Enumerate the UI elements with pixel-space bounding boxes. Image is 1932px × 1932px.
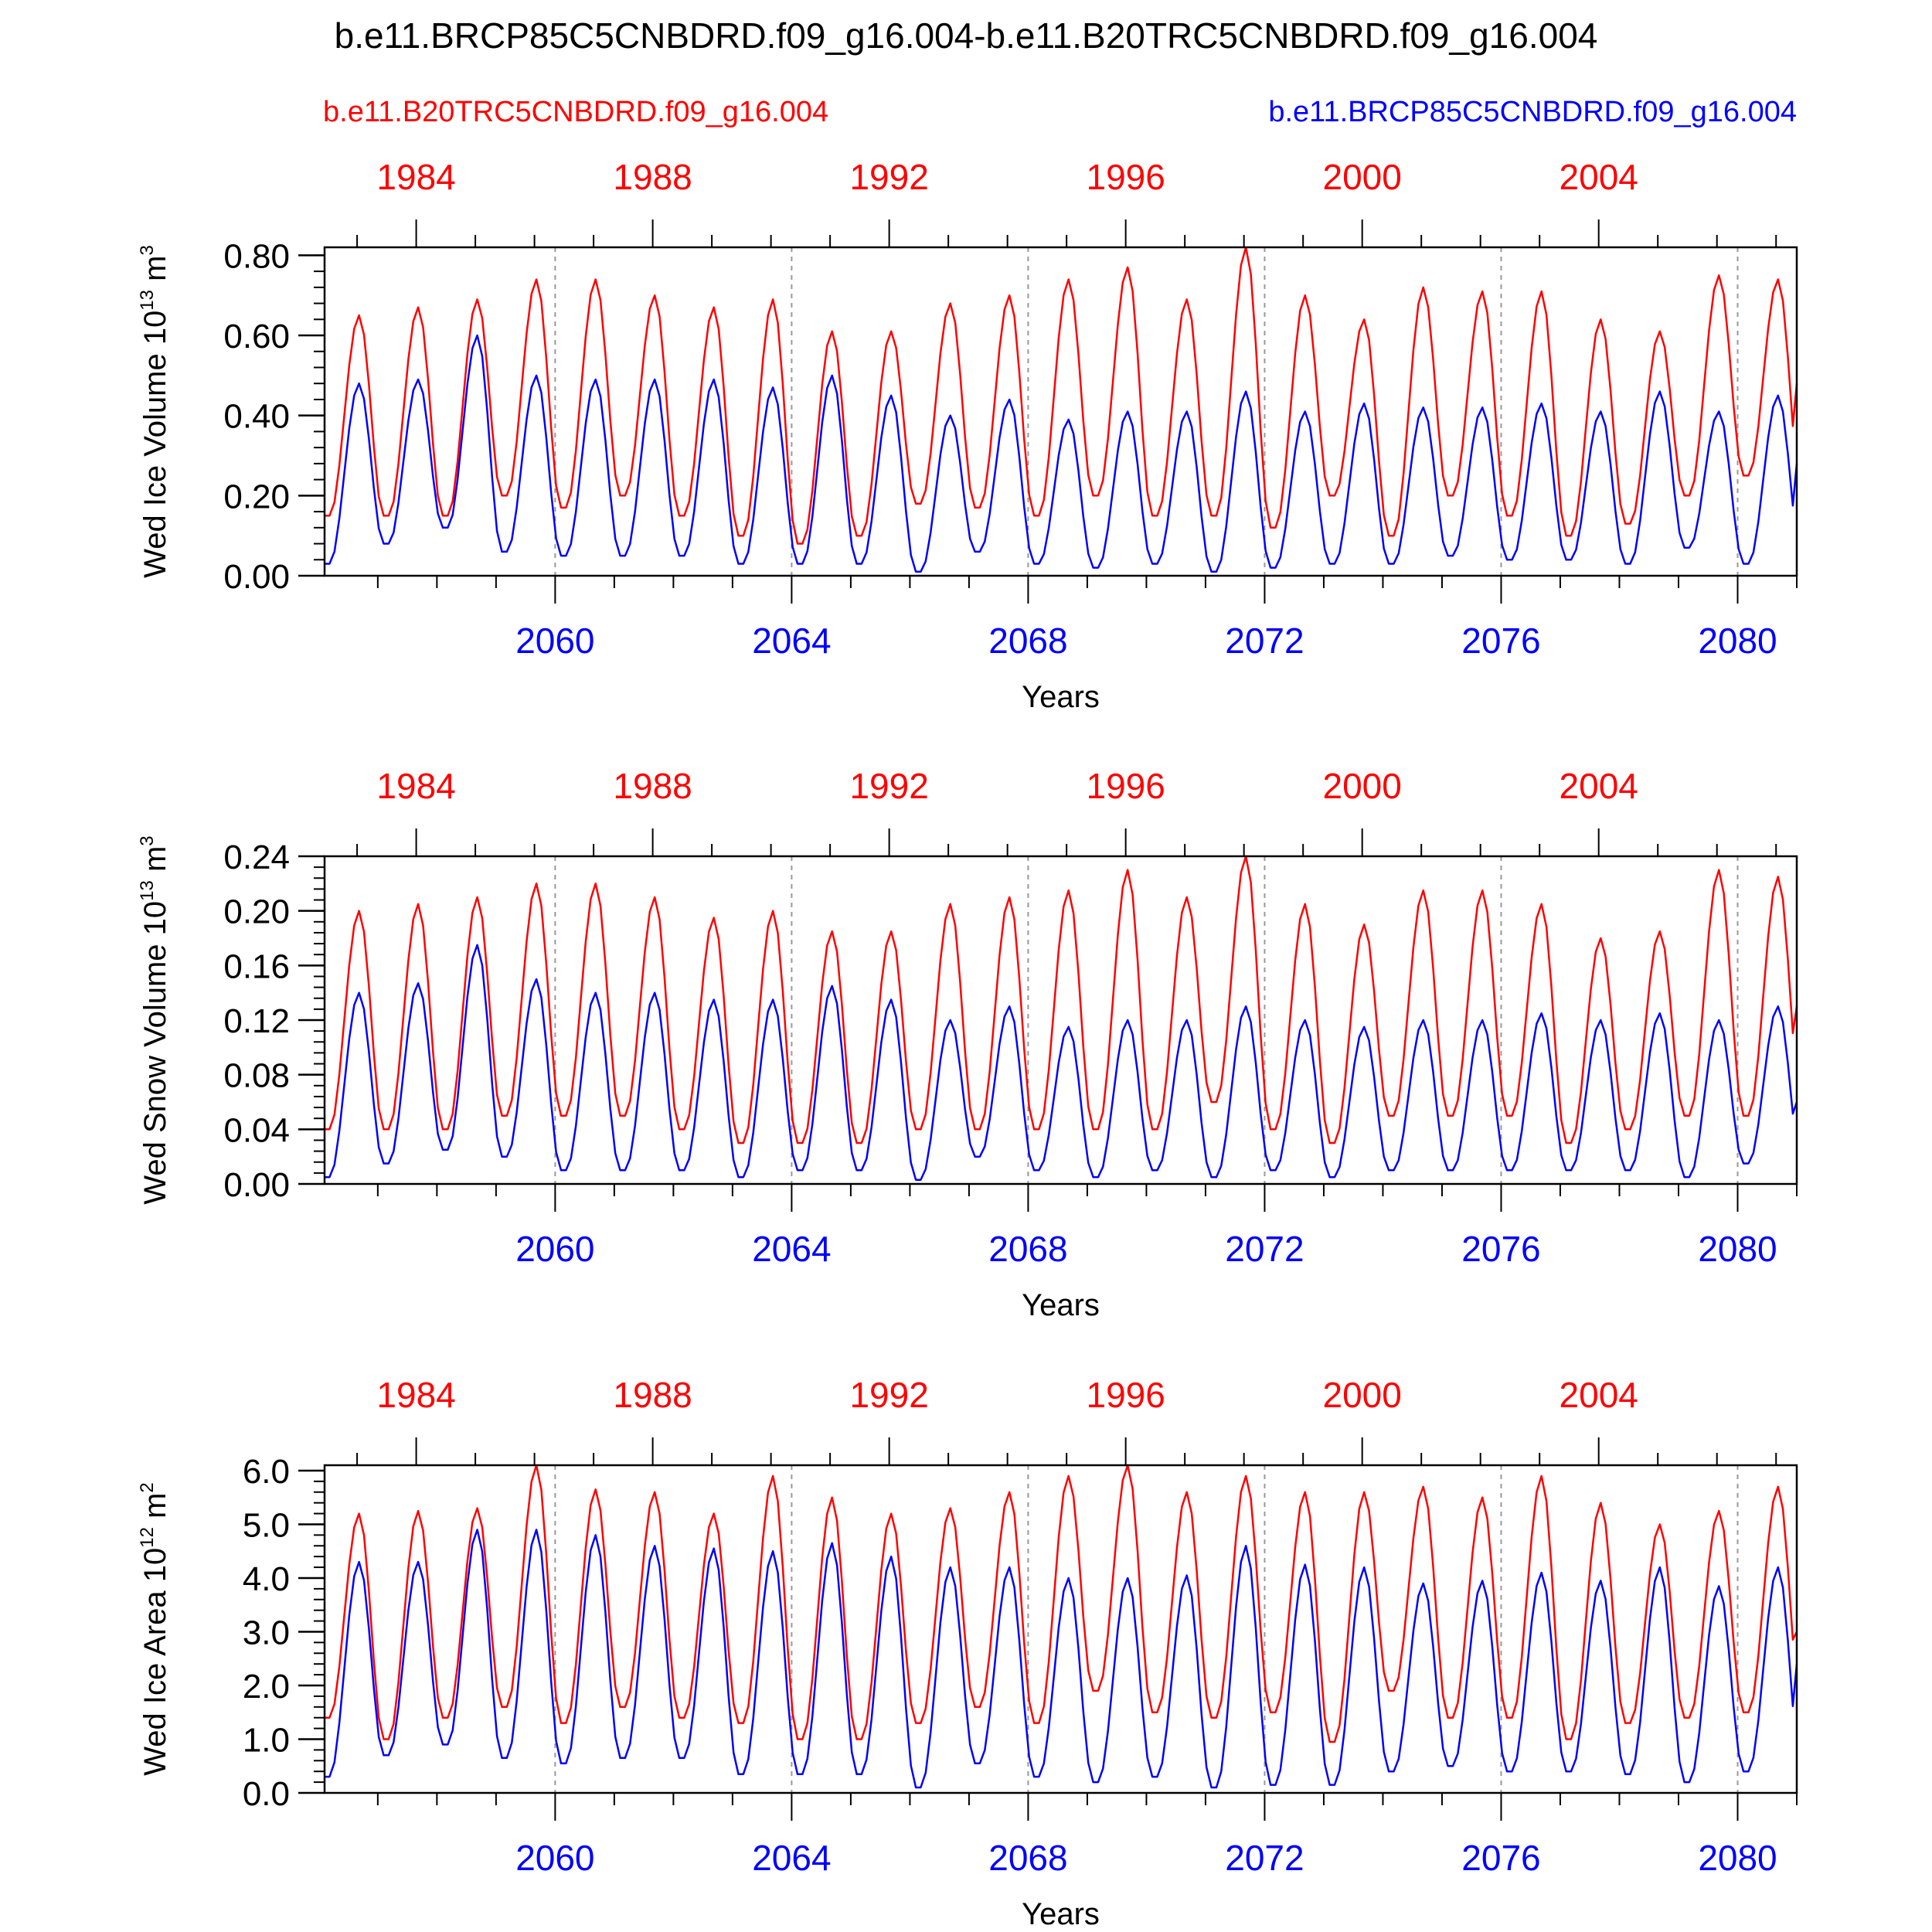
bottom-axis-label: 2064	[752, 1838, 831, 1878]
bottom-axis-label: 2060	[515, 621, 594, 661]
y-tick-label: 1.0	[243, 1721, 290, 1759]
y-tick-label: 0.0	[243, 1775, 290, 1813]
x-axis-title: Years	[1022, 1288, 1100, 1322]
bottom-axis-label: 2060	[515, 1229, 594, 1269]
panels: 0.00 0.20 0.40 0.60 0.80 Wed Ice Volume 1013 …	[137, 157, 1798, 1931]
y-tick-label: 0.20	[223, 893, 290, 931]
y-tick-label: 0.24	[223, 838, 290, 876]
y-tick-label: 0.04	[223, 1111, 290, 1149]
panel-ice-volume: 0.00 0.20 0.40 0.60 0.80 Wed Ice Volume 1013 …	[137, 157, 1798, 714]
panel-ice-area: 0.0 1.0 2.0 3.0 4.0 5.0 6.0 Wed Ice Area 1012 m…	[137, 1375, 1798, 1931]
y-tick-label: 2.0	[243, 1668, 290, 1706]
top-axis-label: 2000	[1323, 157, 1402, 197]
top-axis-label: 1992	[849, 1375, 928, 1415]
y-tick-label: 0.08	[223, 1057, 290, 1095]
bottom-axis-label: 2064	[752, 621, 831, 661]
top-axis-label: 1996	[1086, 157, 1165, 197]
y-tick-label: 0.20	[223, 478, 290, 515]
y-tick-label: 6.0	[243, 1453, 290, 1491]
y-tick-label: 0.00	[223, 558, 290, 596]
series-line-historical	[325, 1464, 1798, 1743]
top-axis-label: 2004	[1560, 1375, 1638, 1415]
top-axis-label: 2000	[1323, 1375, 1402, 1415]
series-line-rcp85	[325, 944, 1798, 1181]
bottom-axis-label: 2080	[1698, 1838, 1777, 1878]
bottom-axis-label: 2076	[1461, 621, 1540, 661]
bottom-axis-label: 2072	[1225, 1229, 1304, 1269]
y-tick-label: 0.12	[223, 1002, 290, 1040]
bottom-axis-label: 2076	[1461, 1838, 1540, 1878]
y-axis-title: Wed Ice Volume 1013 m3	[137, 245, 172, 578]
top-axis-label: 1988	[613, 766, 692, 806]
bottom-axis-label: 2072	[1225, 1838, 1304, 1878]
panel-snow-volume: 0.00 0.04 0.08 0.12 0.16 0.20 0.24 Wed Snow Vol…	[137, 766, 1798, 1322]
y-tick-label: 0.40	[223, 398, 290, 436]
bottom-axis-label: 2068	[988, 1229, 1067, 1269]
x-axis-title: Years	[1022, 680, 1100, 714]
series-line-historical	[325, 855, 1798, 1145]
top-axis-label: 1992	[849, 766, 928, 806]
plot-frame	[323, 1464, 1798, 1794]
bottom-axis-label: 2068	[988, 621, 1067, 661]
y-tick-label: 0.16	[223, 947, 290, 985]
bottom-axis-label: 2068	[988, 1838, 1067, 1878]
top-axis-label: 2000	[1323, 766, 1402, 806]
plot-frame	[323, 855, 1798, 1185]
y-axis-title: Wed Ice Area 1012 m2	[137, 1482, 172, 1776]
x-axis-title: Years	[1022, 1897, 1100, 1931]
top-axis-label: 1988	[613, 1375, 692, 1415]
y-tick-label: 5.0	[243, 1506, 290, 1544]
plot-frame	[323, 246, 1798, 577]
legend-historical-run: b.e11.B20TRC5CNBDRD.f09_g16.004	[323, 96, 828, 128]
top-axis-label: 2004	[1560, 766, 1638, 806]
top-axis-label: 1988	[613, 157, 692, 197]
y-axis-title: Wed Snow Volume 1013 m3	[137, 835, 172, 1204]
top-axis-label: 1992	[849, 157, 928, 197]
top-axis-label: 1984	[376, 157, 455, 197]
legend-rcp85-run: b.e11.BRCP85C5CNBDRD.f09_g16.004	[1268, 96, 1797, 128]
y-tick-label: 0.80	[223, 237, 290, 275]
bottom-axis-label: 2080	[1698, 621, 1777, 661]
y-tick-label: 4.0	[243, 1560, 290, 1598]
series-line-rcp85	[325, 1529, 1798, 1789]
y-tick-label: 0.60	[223, 318, 290, 355]
bottom-axis-label: 2060	[515, 1838, 594, 1878]
y-tick-label: 3.0	[243, 1614, 290, 1651]
bottom-axis-label: 2064	[752, 1229, 831, 1269]
top-axis-label: 1984	[376, 1375, 455, 1415]
top-axis-label: 1984	[376, 766, 455, 806]
bottom-axis-label: 2080	[1698, 1229, 1777, 1269]
bottom-axis-label: 2072	[1225, 621, 1304, 661]
bottom-axis-label: 2076	[1461, 1229, 1540, 1269]
top-axis-label: 1996	[1086, 1375, 1165, 1415]
figure-title: b.e11.BRCP85C5CNBDRD.f09_g16.004-b.e11.B…	[335, 15, 1598, 56]
top-axis-label: 2004	[1560, 157, 1638, 197]
series-line-rcp85	[325, 334, 1798, 573]
y-tick-label: 0.00	[223, 1166, 290, 1204]
series-line-historical	[325, 246, 1798, 545]
top-axis-label: 1996	[1086, 766, 1165, 806]
